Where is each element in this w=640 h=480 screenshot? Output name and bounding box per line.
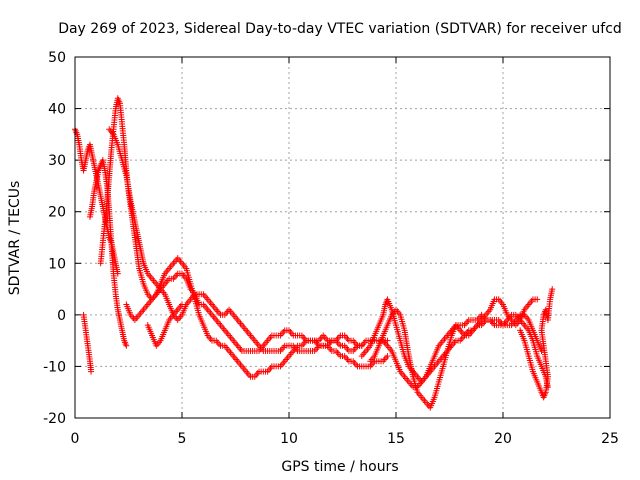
data-points (72, 95, 556, 411)
series-track-b (80, 311, 95, 375)
y-tick-label: -10 (43, 359, 66, 375)
data-point (384, 353, 391, 360)
axis-ticks (74, 56, 611, 419)
series-track-j (380, 311, 551, 391)
series-track-k (517, 286, 556, 401)
chart-title: Day 269 of 2023, Sidereal Day-to-day VTE… (58, 21, 622, 37)
y-tick-label: 20 (48, 205, 66, 221)
data-point (534, 296, 541, 303)
x-tick-label: 0 (71, 431, 80, 447)
y-tick-label: 50 (48, 50, 66, 66)
y-tick-label: 10 (48, 256, 66, 272)
data-point (179, 301, 185, 308)
plot-frame (74, 56, 611, 419)
series-track-f (123, 286, 365, 354)
data-point (549, 286, 556, 293)
x-tick-label: 25 (601, 431, 619, 447)
tick-labels: 0 5 10 15 20 25 -20 -10 0 10 20 30 40 50 (43, 50, 619, 447)
x-tick-label: 5 (178, 431, 187, 447)
x-tick-label: 15 (387, 431, 405, 447)
data-point (123, 342, 130, 349)
y-tick-label: 30 (48, 153, 66, 169)
x-tick-label: 10 (280, 431, 298, 447)
x-tick-label: 20 (494, 431, 512, 447)
data-point (358, 342, 365, 349)
series-track-e (106, 126, 391, 370)
y-tick-label: 40 (48, 102, 66, 118)
data-point (88, 368, 95, 375)
grid (75, 57, 610, 418)
series-track-g (144, 301, 185, 349)
x-axis-title: GPS time / hours (281, 459, 398, 475)
y-tick-label: -20 (43, 411, 66, 427)
y-tick-label: 0 (57, 308, 66, 324)
y-axis-title: SDTVAR / TECUs (7, 181, 23, 296)
